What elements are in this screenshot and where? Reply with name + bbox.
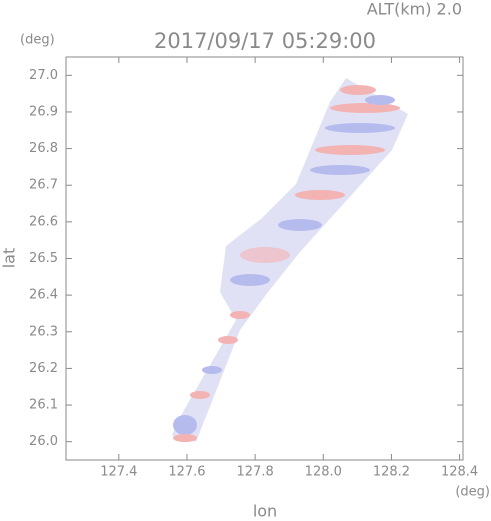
y-tick-label: 26.3 xyxy=(29,324,58,339)
y-tick-label: 26.4 xyxy=(29,288,58,303)
swath xyxy=(172,78,408,442)
annotation: ALT(km) 2.0 xyxy=(367,0,462,19)
x-tick-label: 127.6 xyxy=(168,465,205,480)
y-tick-label: 26.5 xyxy=(29,251,58,266)
y-tick-label: 26.9 xyxy=(29,104,58,119)
y-unit: (deg) xyxy=(20,33,55,48)
y-tick-label: 27.0 xyxy=(29,68,58,83)
x-tick-label: 127.8 xyxy=(237,465,274,480)
x-tick-label: 128.0 xyxy=(305,465,342,480)
x-tick-label: 128.4 xyxy=(441,465,478,480)
y-tick-label: 26.0 xyxy=(29,434,58,449)
y-tick-label: 26.7 xyxy=(29,178,58,193)
x-tick-label: 128.2 xyxy=(373,465,410,480)
y-tick-label: 26.6 xyxy=(29,214,58,229)
y-tick-label: 26.2 xyxy=(29,361,58,376)
x-unit: (deg) xyxy=(455,485,490,500)
x-axis-label: lon xyxy=(253,502,277,521)
x-tick-label: 127.4 xyxy=(100,465,137,480)
y-axis-label: lat xyxy=(0,248,19,269)
y-tick-label: 26.1 xyxy=(29,398,58,413)
chart-title: 2017/09/17 05:29:00 xyxy=(154,29,376,53)
y-tick-label: 26.8 xyxy=(29,141,58,156)
